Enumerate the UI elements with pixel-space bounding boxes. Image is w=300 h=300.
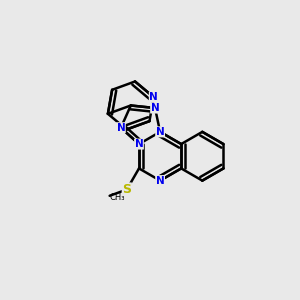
Text: CH₃: CH₃ [110,193,125,202]
Text: N: N [149,92,158,102]
Text: N: N [151,103,159,113]
Text: N: N [116,123,125,133]
Text: S: S [122,183,131,196]
Text: N: N [156,176,164,186]
Text: N: N [156,127,164,137]
Text: N: N [135,139,143,149]
